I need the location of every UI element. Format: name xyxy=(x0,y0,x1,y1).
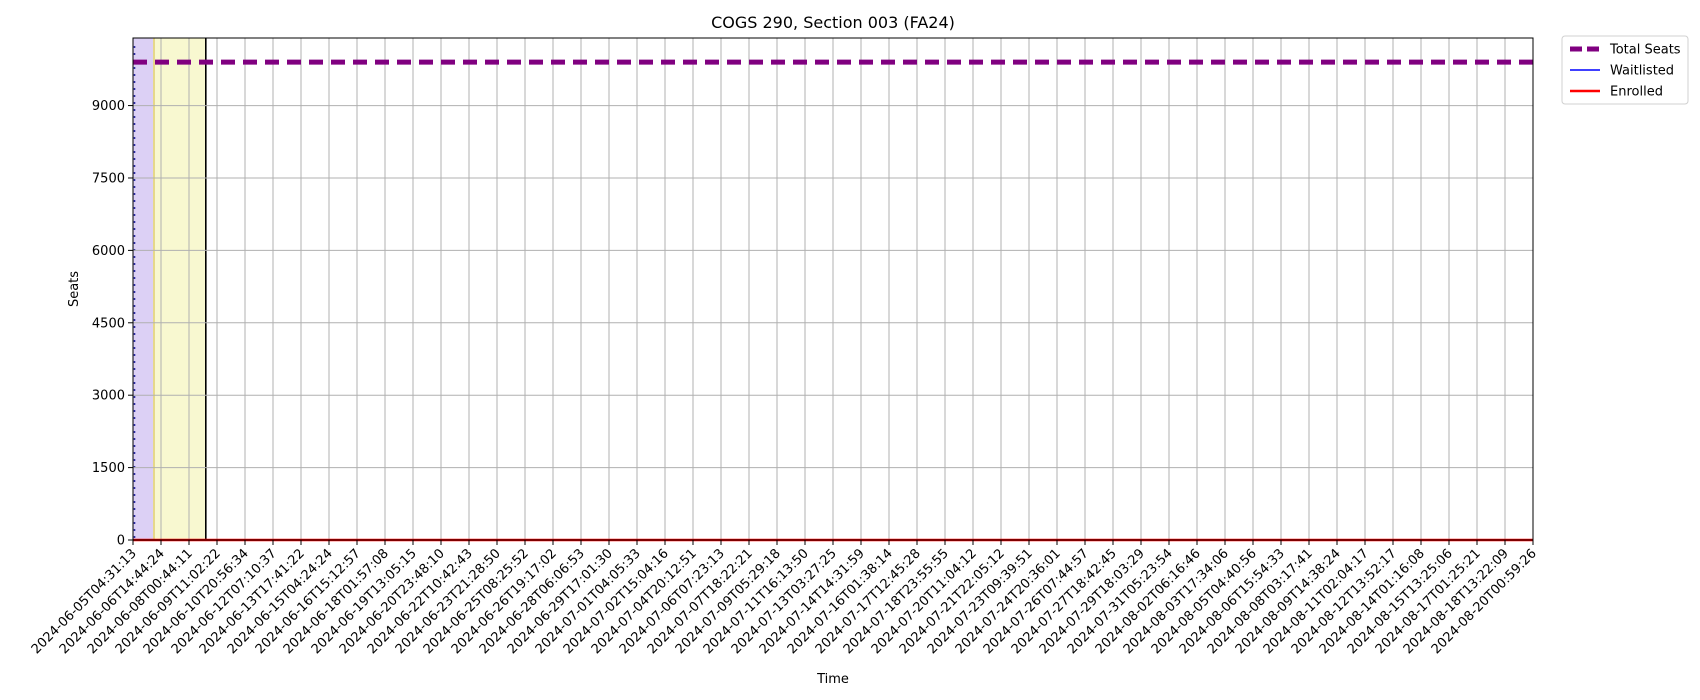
x-axis: 2024-06-05T04:31:132024-06-06T14:44:2420… xyxy=(29,540,1540,657)
y-tick-label: 0 xyxy=(117,534,125,549)
legend-label: Enrolled xyxy=(1610,85,1663,100)
y-tick-label: 3000 xyxy=(92,389,125,404)
legend-label: Waitlisted xyxy=(1610,64,1674,79)
y-tick-label: 6000 xyxy=(92,244,125,259)
legend-box xyxy=(1561,35,1689,105)
shaded-regions xyxy=(133,38,207,540)
y-tick-label: 4500 xyxy=(92,316,125,331)
y-tick-label: 9000 xyxy=(92,99,125,114)
legend-label: Total Seats xyxy=(1609,43,1681,58)
grid xyxy=(132,38,1534,541)
shaded-region xyxy=(154,38,206,540)
y-axis-label: Seats xyxy=(67,271,82,307)
y-tick-label: 7500 xyxy=(92,171,125,186)
chart-title: COGS 290, Section 003 (FA24) xyxy=(711,13,955,32)
x-axis-label: Time xyxy=(816,672,849,687)
legend: Total Seats Waitlisted Enrolled xyxy=(1561,35,1689,105)
y-tick-label: 1500 xyxy=(92,461,125,476)
y-axis: 0 1500 3000 4500 6000 7500 9000 xyxy=(92,99,133,549)
shaded-region xyxy=(133,38,154,540)
